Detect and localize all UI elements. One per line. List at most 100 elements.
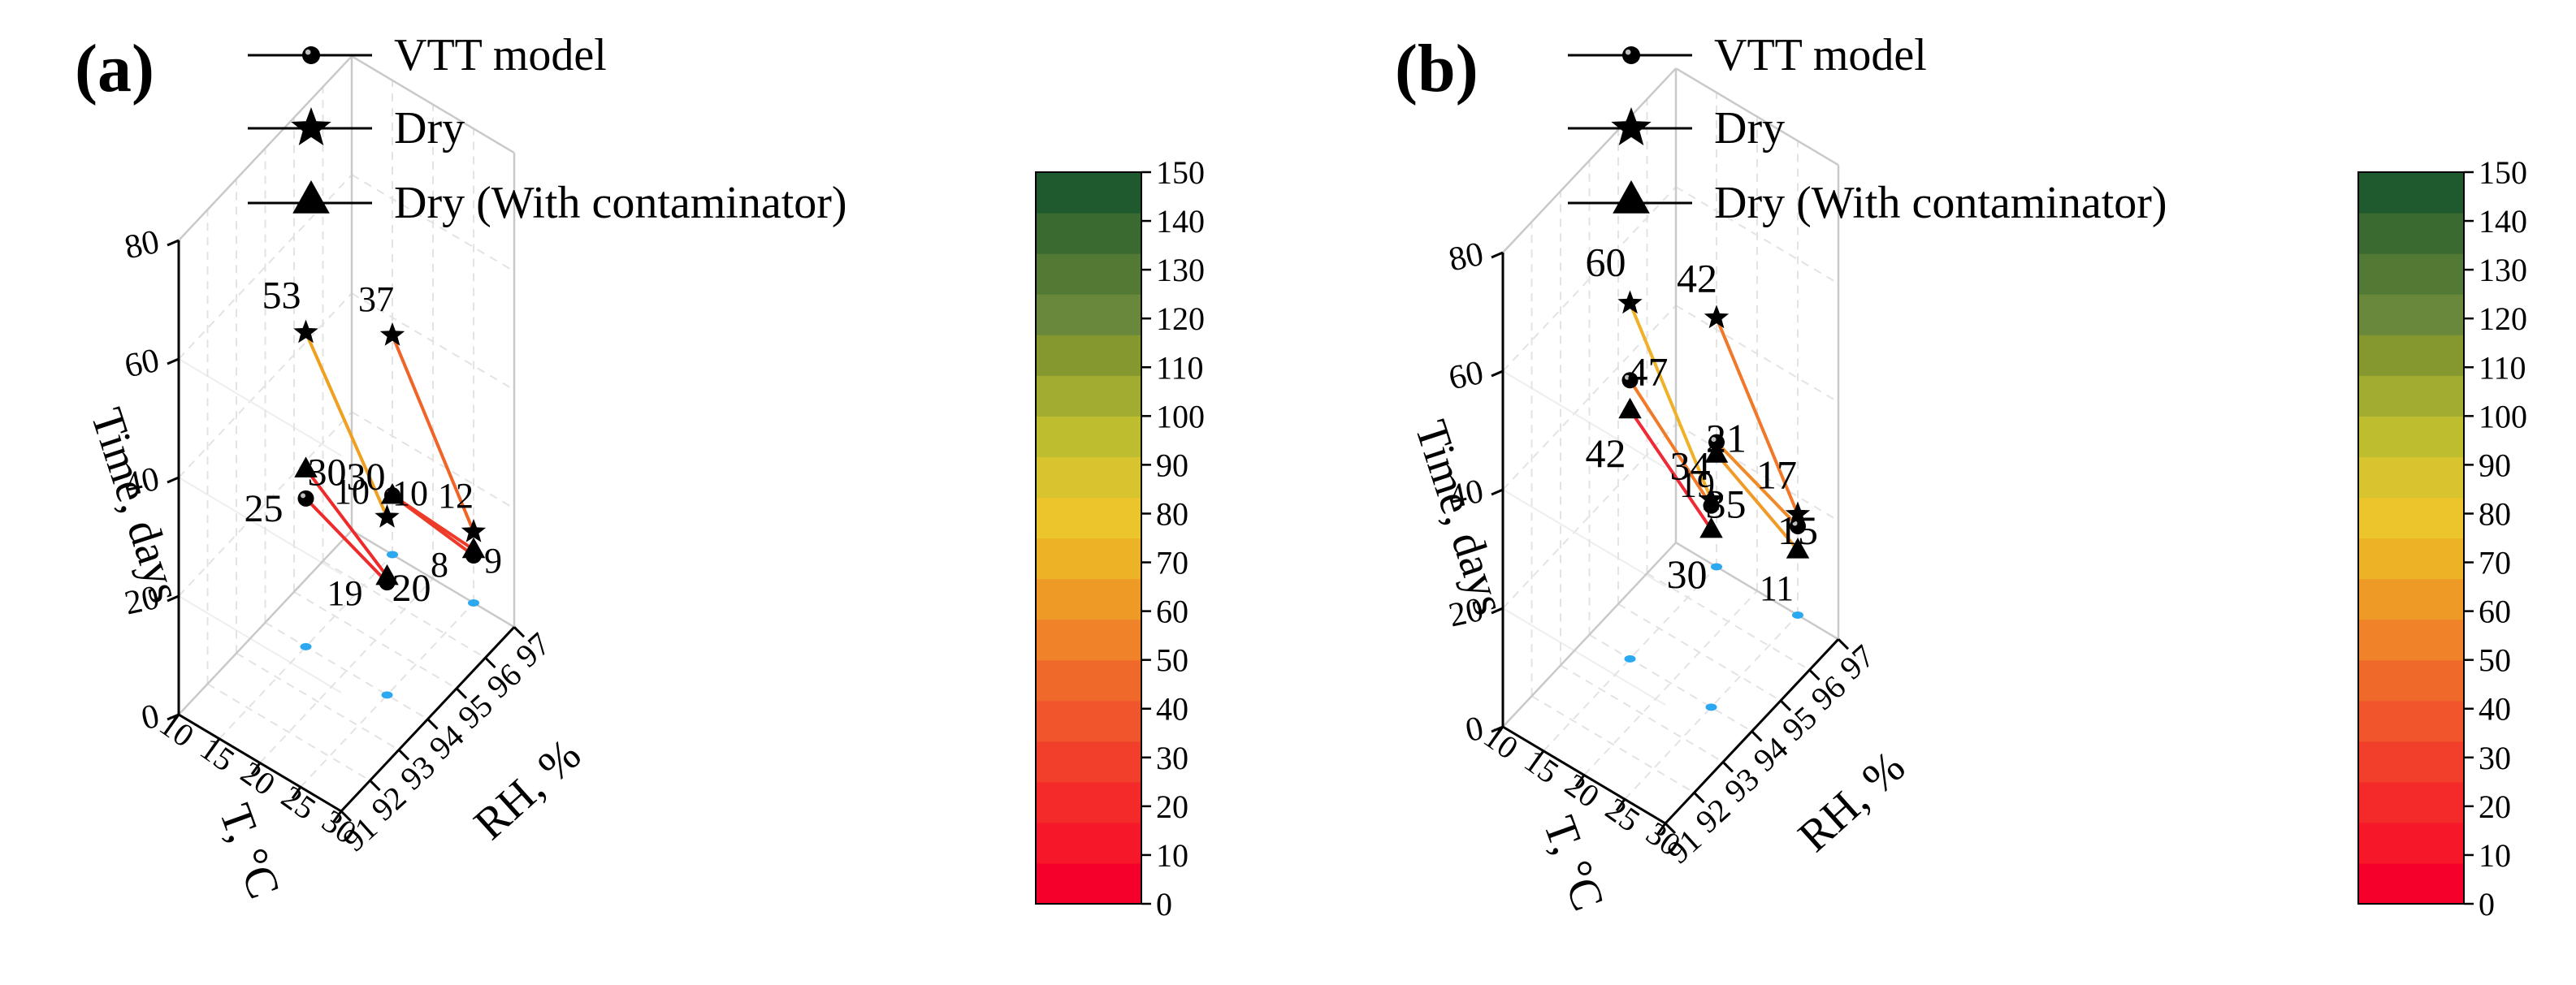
- data-point-triangle: [461, 537, 486, 559]
- data-label: 9: [484, 541, 502, 581]
- data-label: 47: [1628, 348, 1669, 394]
- data-point-star: [374, 503, 400, 528]
- colorbar-segment: [1036, 253, 1141, 295]
- colorbar-tick-label: 140: [1156, 203, 1205, 240]
- t-tick-label: 10: [153, 706, 201, 754]
- rh-tick: [1664, 822, 1677, 835]
- rh-tick-label: 92: [1689, 791, 1738, 840]
- t-tick-label: 25: [1599, 790, 1647, 839]
- gridline: [1502, 489, 1666, 587]
- connection-line: [1628, 302, 1713, 501]
- data-point-triangle: [294, 456, 318, 477]
- connection-line: [1715, 452, 1799, 551]
- colorbar-segment: [2358, 416, 2464, 457]
- data-label: 30: [308, 451, 347, 494]
- data-label: 35: [1706, 481, 1747, 526]
- gridline: [206, 683, 371, 782]
- data-label: 30: [347, 456, 386, 499]
- connection-line: [1628, 379, 1713, 507]
- data-label: 42: [1586, 430, 1626, 476]
- data-point-star: [379, 322, 405, 346]
- colorbar-segment: [2358, 700, 2464, 742]
- t-tick: [169, 714, 180, 727]
- colorbar-segment: [1036, 375, 1141, 417]
- data-label: 19: [327, 573, 363, 613]
- box-edge: [178, 55, 353, 241]
- time-tick-label: 80: [1445, 235, 1487, 279]
- colorbar-tick-label: 30: [2479, 740, 2511, 776]
- colorbar-segment: [1036, 578, 1141, 620]
- time-tick: [1491, 369, 1504, 378]
- rh-tick-label: 96: [480, 656, 529, 705]
- colorbar-tick-label: 40: [2479, 691, 2511, 728]
- colorbar-segment: [1036, 822, 1141, 864]
- t-tick-label: 15: [193, 730, 241, 779]
- colorbar-tick-label: 50: [1156, 642, 1188, 679]
- colorbar-segment: [2358, 538, 2464, 580]
- colorbar-segment: [2358, 172, 2464, 214]
- colorbar-segment: [1036, 538, 1141, 580]
- colorbar-segment: [2358, 213, 2464, 254]
- t-tick-label: 10: [1477, 718, 1525, 767]
- box-edge: [1675, 542, 1839, 641]
- data-label: 21: [1706, 416, 1747, 461]
- t-tick: [210, 737, 221, 751]
- time-tick: [167, 594, 180, 603]
- colorbar-segment: [1036, 172, 1141, 214]
- data-point-triangle: [1699, 516, 1723, 538]
- colorbar-tick-label: 70: [1156, 545, 1188, 581]
- rh-tick-label: 96: [1804, 668, 1853, 717]
- data-label: 53: [262, 274, 301, 317]
- legend-label: Dry (With contaminator): [394, 178, 847, 228]
- colorbar-segment: [1036, 741, 1141, 783]
- data-label: 20: [392, 567, 431, 610]
- floor-projection-dot: [300, 642, 312, 650]
- data-point-triangle: [1786, 538, 1810, 559]
- t-tick-label: 25: [275, 778, 323, 827]
- panel-label: (b): [1395, 31, 1478, 106]
- data-point-star: [293, 319, 318, 343]
- colorbar-tick-label: 150: [2479, 154, 2527, 191]
- connection-line: [391, 494, 475, 551]
- rh-tick: [369, 780, 381, 792]
- colorbar-frame: [1035, 171, 1142, 905]
- t-tick-label: 15: [1517, 742, 1565, 791]
- time-tick-label: 60: [121, 342, 162, 386]
- data-label: 37: [358, 279, 394, 319]
- colorbar-segment: [2358, 862, 2464, 905]
- colorbar-segment: [1036, 497, 1141, 539]
- colorbar-tick-label: 70: [2479, 545, 2511, 581]
- time-tick-label: 60: [1445, 354, 1487, 398]
- colorbar-tick-label: 150: [1156, 154, 1205, 191]
- time-tick-label: 40: [1445, 473, 1487, 516]
- box-edge: [1502, 67, 1677, 253]
- gridline: [322, 560, 487, 659]
- time-tick: [1491, 607, 1504, 615]
- colorbar-segment: [1036, 213, 1141, 254]
- data-label: 17: [1756, 451, 1797, 497]
- floor-projection-dot: [387, 551, 398, 559]
- t-tick: [1615, 798, 1626, 812]
- data-point-triangle: [380, 482, 405, 504]
- colorbar-segment: [2358, 497, 2464, 539]
- rh-tick: [1693, 792, 1705, 804]
- rh-tick: [1808, 668, 1821, 681]
- rh-tick-label: 97: [509, 625, 557, 674]
- gridline: [1502, 370, 1666, 469]
- gridline: [178, 477, 342, 575]
- box-edge: [178, 529, 353, 715]
- colorbar-tick-label: 20: [2479, 788, 2511, 825]
- gridline: [300, 602, 474, 788]
- colorbar-segment: [2358, 375, 2464, 417]
- data-label: 8: [431, 545, 448, 585]
- floor-projection-dot: [381, 691, 393, 699]
- rh-tick: [426, 718, 439, 730]
- colorbar-segment: [2358, 294, 2464, 335]
- connection-line: [1715, 441, 1799, 528]
- t-tick: [331, 810, 343, 823]
- data-label: 34: [1670, 443, 1711, 489]
- data-label: 10: [392, 473, 428, 513]
- colorbar-segment: [2358, 253, 2464, 295]
